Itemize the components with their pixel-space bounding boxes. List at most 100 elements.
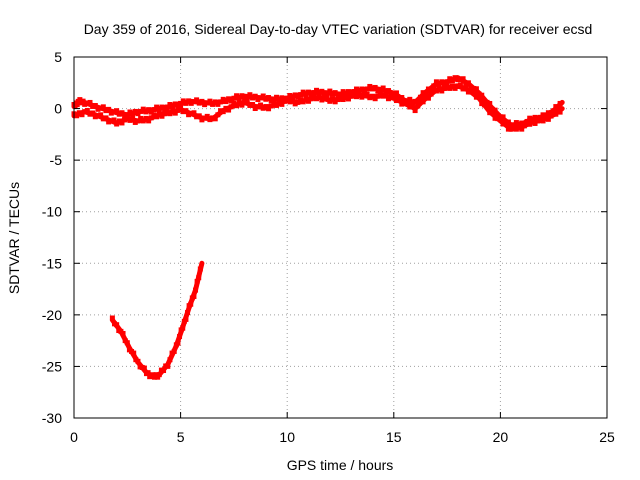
data-point <box>340 89 346 95</box>
data-point <box>236 95 242 101</box>
data-point <box>175 103 181 109</box>
data-point <box>361 88 367 94</box>
data-point <box>375 93 381 99</box>
data-point <box>156 111 162 117</box>
data-point <box>231 95 237 101</box>
data-point <box>156 372 162 378</box>
data-point <box>332 99 338 105</box>
x-tick-label: 10 <box>279 429 295 445</box>
data-point <box>82 109 88 115</box>
data-point <box>356 89 362 95</box>
y-tick-label: 0 <box>54 101 62 117</box>
data-point <box>420 99 426 105</box>
data-point <box>178 100 184 106</box>
data-point <box>489 110 495 116</box>
data-point <box>141 365 147 371</box>
data-point <box>298 92 304 98</box>
data-point <box>162 111 168 117</box>
data-point <box>335 97 341 103</box>
data-point <box>449 83 455 89</box>
data-point <box>385 96 391 102</box>
data-point <box>332 90 338 96</box>
data-point <box>300 99 306 105</box>
data-point <box>236 100 242 106</box>
data-point <box>335 93 341 99</box>
data-point <box>290 95 296 101</box>
data-point <box>353 86 359 92</box>
data-point <box>103 115 109 121</box>
data-point <box>433 79 439 85</box>
data-point <box>80 98 86 104</box>
data-point <box>511 124 517 130</box>
data-point <box>380 85 386 91</box>
data-point <box>223 99 229 105</box>
data-point <box>481 102 487 108</box>
data-point <box>369 86 375 92</box>
data-point <box>276 99 282 105</box>
data-point <box>409 103 415 109</box>
data-point <box>415 99 421 105</box>
data-point <box>487 100 493 106</box>
data-point <box>284 95 290 101</box>
data-point <box>148 115 154 121</box>
data-point <box>82 101 88 107</box>
data-point <box>268 98 274 104</box>
data-point <box>204 113 210 119</box>
data-point <box>500 121 506 127</box>
data-point <box>383 89 389 95</box>
data-point <box>455 77 461 83</box>
data-point <box>135 118 141 124</box>
data-point <box>465 89 471 95</box>
data-point <box>197 266 203 272</box>
data-point <box>263 96 269 102</box>
data-point <box>122 113 128 119</box>
data-point <box>119 110 125 116</box>
data-point <box>193 287 199 293</box>
data-point <box>215 112 221 118</box>
data-point <box>186 112 192 118</box>
data-point <box>404 100 410 106</box>
data-point <box>314 96 320 102</box>
data-point <box>108 118 114 124</box>
data-point <box>151 107 157 113</box>
data-point <box>114 121 120 127</box>
data-point <box>119 120 125 126</box>
data-point <box>473 86 479 92</box>
data-point <box>74 102 80 108</box>
data-point <box>154 114 160 120</box>
data-point <box>260 105 266 111</box>
data-point <box>178 105 184 111</box>
data-point <box>108 110 114 116</box>
data-point <box>322 92 328 98</box>
data-point <box>555 105 561 111</box>
data-point <box>473 94 479 100</box>
data-point <box>180 325 186 331</box>
data-point <box>460 76 466 82</box>
data-point <box>92 114 98 120</box>
data-series <box>71 75 565 380</box>
data-point <box>492 115 498 121</box>
data-point <box>199 117 205 123</box>
data-point <box>252 106 258 112</box>
data-point <box>210 101 216 107</box>
data-point <box>244 93 250 99</box>
data-point <box>124 340 130 346</box>
data-point <box>425 86 431 92</box>
data-point <box>271 100 277 106</box>
y-tick-label: -20 <box>42 307 62 323</box>
data-point <box>505 119 511 125</box>
data-point <box>228 104 234 110</box>
data-point <box>330 91 336 97</box>
data-point <box>343 91 349 97</box>
data-point <box>452 85 458 91</box>
data-point <box>417 94 423 100</box>
data-point <box>180 109 186 115</box>
data-point <box>300 89 306 95</box>
data-point <box>186 98 192 104</box>
data-point <box>194 278 200 284</box>
data-point <box>234 93 240 99</box>
data-point <box>151 112 157 118</box>
x-tick-label: 25 <box>599 429 615 445</box>
data-point <box>247 92 253 98</box>
data-point <box>377 86 383 92</box>
